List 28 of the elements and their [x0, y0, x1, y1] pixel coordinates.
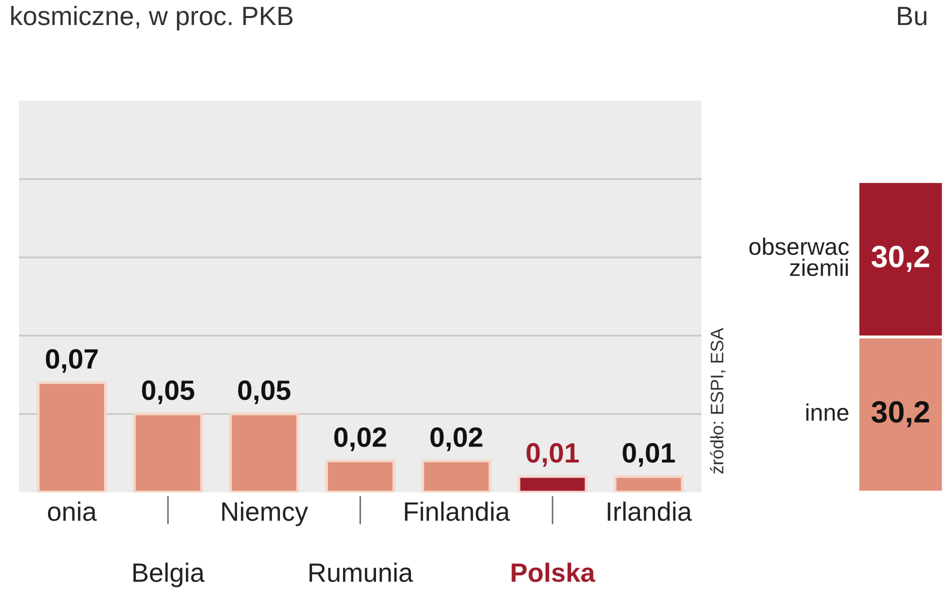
- bar: [132, 412, 204, 492]
- x-tick-label: Finlandia: [405, 502, 510, 521]
- bar: [614, 475, 684, 492]
- chart-title: kosmiczne, w proc. PKB: [11, 6, 293, 31]
- x-tick-label: Polska: [512, 562, 596, 582]
- data-label: 0,02: [430, 427, 482, 452]
- bar: [421, 459, 492, 492]
- data-label: 0,02: [334, 427, 386, 452]
- data-label: 0,01: [526, 443, 579, 467]
- x-tick-label: Rumunia: [310, 562, 414, 582]
- bar: [229, 412, 300, 492]
- bar: [36, 381, 107, 492]
- series-label: obserwac ziemii: [749, 238, 849, 276]
- series-label: inne: [806, 404, 848, 421]
- chart-title: Bu: [898, 6, 926, 26]
- data-label: 0,05: [238, 380, 290, 404]
- bar: [325, 459, 396, 492]
- data-label: 0,01: [622, 443, 675, 467]
- x-tick-label: Niemcy: [222, 502, 308, 526]
- data-label: 30,2: [872, 246, 930, 272]
- data-label: 0,07: [46, 349, 98, 373]
- x-tick-label: Belgia: [133, 562, 205, 588]
- text: źródło: ESPI, ESA: [710, 328, 726, 474]
- x-tick-label: onia: [48, 502, 97, 521]
- data-label: 30,2: [872, 401, 930, 428]
- data-label: 0,05: [142, 380, 194, 404]
- bar: [517, 475, 588, 492]
- x-tick-label: Irlandia: [608, 502, 692, 521]
